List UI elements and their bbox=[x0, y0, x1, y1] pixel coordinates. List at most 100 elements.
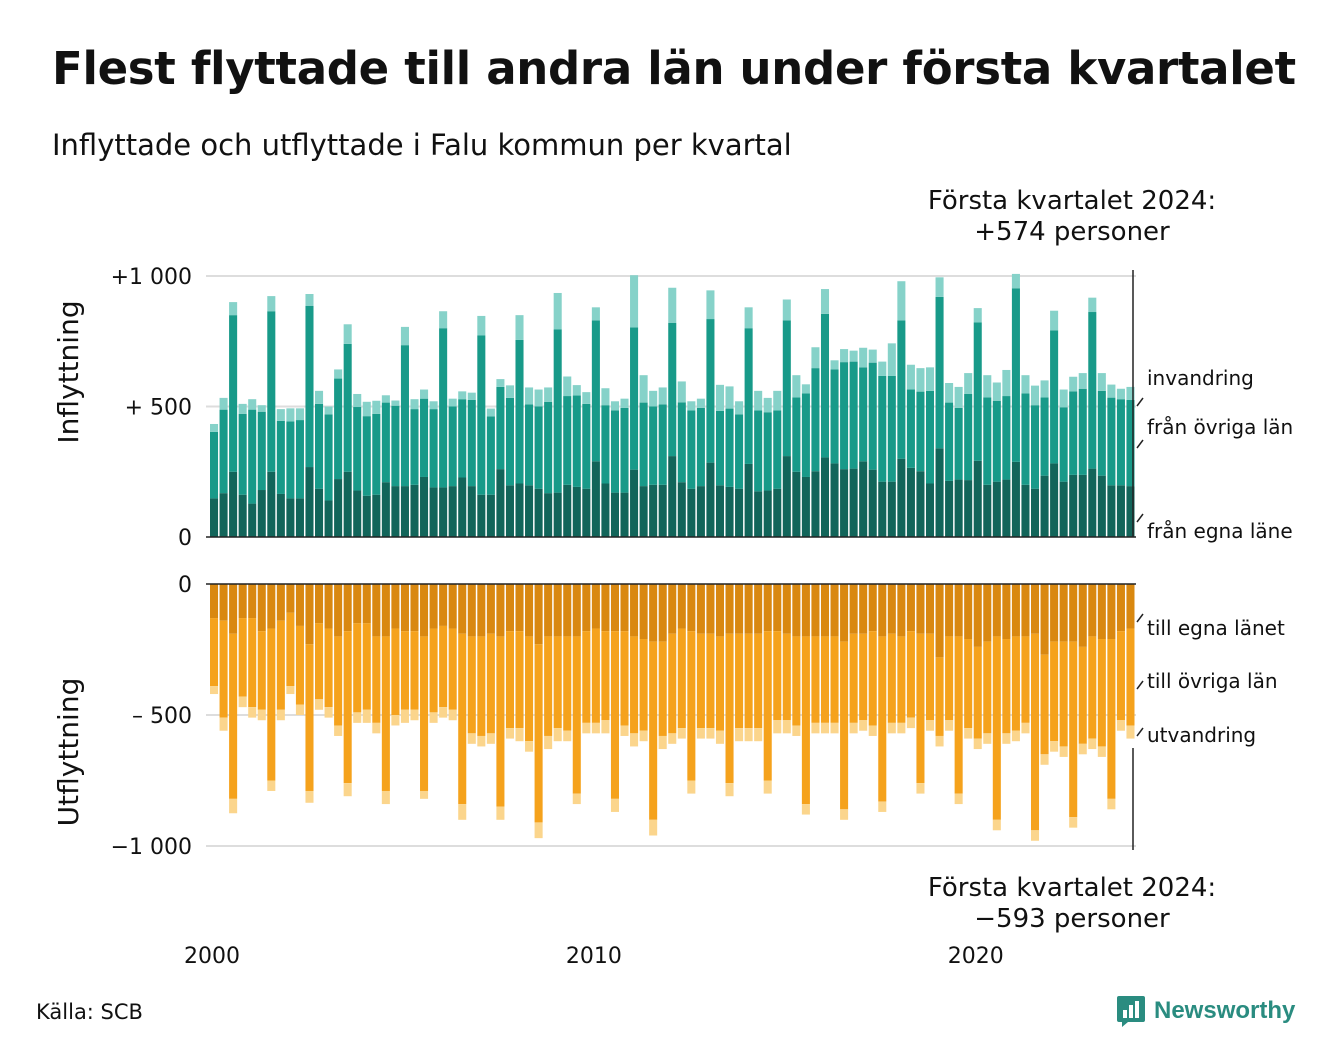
bar-segment bbox=[295, 704, 304, 715]
bar-segment bbox=[1069, 474, 1078, 537]
series-label-tick bbox=[1136, 680, 1144, 690]
bar-segment bbox=[945, 636, 954, 721]
bar-segment bbox=[1059, 389, 1068, 408]
bar-segment bbox=[477, 315, 486, 336]
bar-segment bbox=[591, 584, 600, 629]
bar-segment bbox=[620, 407, 629, 493]
bar-segment bbox=[1088, 738, 1097, 750]
bar-segment bbox=[1097, 584, 1106, 640]
bar-segment bbox=[286, 584, 295, 613]
bar-segment bbox=[610, 410, 619, 493]
bar-segment bbox=[773, 410, 782, 489]
bar-segment bbox=[544, 735, 553, 750]
bar-segment bbox=[477, 584, 486, 637]
bar-segment bbox=[295, 498, 304, 537]
bar-segment bbox=[400, 584, 409, 632]
bar-segment bbox=[238, 618, 247, 697]
bar-segment bbox=[849, 361, 858, 469]
bar-segment bbox=[925, 390, 935, 484]
bar-segment bbox=[925, 483, 935, 537]
bar-segment bbox=[658, 584, 667, 642]
bar-segment bbox=[410, 399, 419, 410]
series-label-tick bbox=[1136, 397, 1144, 407]
bar-segment bbox=[859, 584, 868, 634]
bar-segment bbox=[1069, 584, 1078, 642]
bar-segment bbox=[458, 399, 467, 478]
bar-segment bbox=[334, 369, 343, 379]
bar-segment bbox=[1002, 369, 1011, 397]
bar-segment bbox=[954, 386, 963, 408]
bar-segment bbox=[840, 469, 849, 537]
bar-segment bbox=[477, 335, 486, 495]
x-tick-label: 2010 bbox=[566, 944, 622, 969]
bar-segment bbox=[353, 490, 362, 537]
bar-segment bbox=[649, 484, 658, 537]
bar-segment bbox=[372, 413, 381, 495]
bar-segment bbox=[276, 584, 285, 621]
annotation-bottom-line1: Första kvartalet 2024: bbox=[927, 873, 1217, 903]
bar-segment bbox=[696, 398, 705, 408]
bar-segment bbox=[525, 584, 534, 637]
bar-segment bbox=[525, 636, 534, 742]
bar-segment bbox=[1050, 463, 1059, 537]
bar-segment bbox=[820, 636, 830, 723]
bar-segment bbox=[620, 398, 629, 408]
bar-segment bbox=[315, 403, 324, 489]
bar-segment bbox=[735, 488, 744, 537]
bar-segment bbox=[859, 347, 868, 368]
bar-segment bbox=[1069, 376, 1078, 392]
bar-segment bbox=[248, 584, 257, 619]
bar-segment bbox=[477, 735, 486, 747]
bar-segment bbox=[534, 644, 543, 823]
bar-segment bbox=[248, 503, 257, 537]
bar-segment bbox=[868, 584, 877, 632]
bar-segment bbox=[610, 631, 619, 799]
bar-segment bbox=[343, 343, 352, 472]
bar-segment bbox=[210, 423, 219, 432]
bar-segment bbox=[983, 641, 992, 734]
y-tick-label: 0 bbox=[178, 573, 192, 598]
bar-segment bbox=[1011, 273, 1020, 289]
bar-segment bbox=[658, 735, 667, 750]
bar-segment bbox=[219, 397, 228, 410]
bar-segment bbox=[553, 492, 562, 537]
bar-segment bbox=[448, 406, 457, 487]
bar-segment bbox=[782, 456, 791, 537]
bar-segment bbox=[801, 384, 810, 394]
bar-segment bbox=[925, 633, 935, 721]
bar-segment bbox=[1097, 475, 1106, 537]
bar-segment bbox=[630, 636, 639, 734]
bar-segment bbox=[439, 707, 448, 718]
bar-segment bbox=[448, 398, 457, 407]
bar-segment bbox=[687, 631, 696, 781]
bar-segment bbox=[372, 722, 381, 734]
bar-segment bbox=[324, 707, 333, 718]
bar-segment bbox=[400, 326, 409, 346]
bar-segment bbox=[782, 320, 791, 457]
bar-segment bbox=[257, 709, 266, 721]
bar-segment bbox=[706, 462, 715, 537]
bar-segment bbox=[496, 636, 505, 807]
bar-segment bbox=[458, 584, 467, 634]
bar-segment bbox=[782, 720, 791, 734]
bar-segment bbox=[859, 367, 868, 462]
bar-segment bbox=[1059, 481, 1068, 537]
bar-segment bbox=[677, 728, 686, 739]
bar-segment bbox=[715, 584, 725, 637]
bar-segment bbox=[754, 491, 763, 537]
bar-segment bbox=[735, 633, 744, 729]
bar-segment bbox=[687, 410, 696, 489]
bar-segment bbox=[1030, 584, 1040, 634]
bar-segment bbox=[582, 631, 591, 723]
bar-segment bbox=[696, 728, 705, 739]
bar-segment bbox=[563, 484, 572, 537]
bar-segment bbox=[1011, 461, 1020, 537]
series-label: från egna läne bbox=[1147, 519, 1293, 543]
annotation-top-line1: Första kvartalet 2024: bbox=[927, 186, 1217, 216]
bar-segment bbox=[353, 712, 362, 723]
bar-segment bbox=[773, 631, 782, 721]
bar-segment bbox=[1002, 396, 1011, 480]
bar-segment bbox=[525, 387, 534, 405]
bar-segment bbox=[229, 633, 238, 799]
